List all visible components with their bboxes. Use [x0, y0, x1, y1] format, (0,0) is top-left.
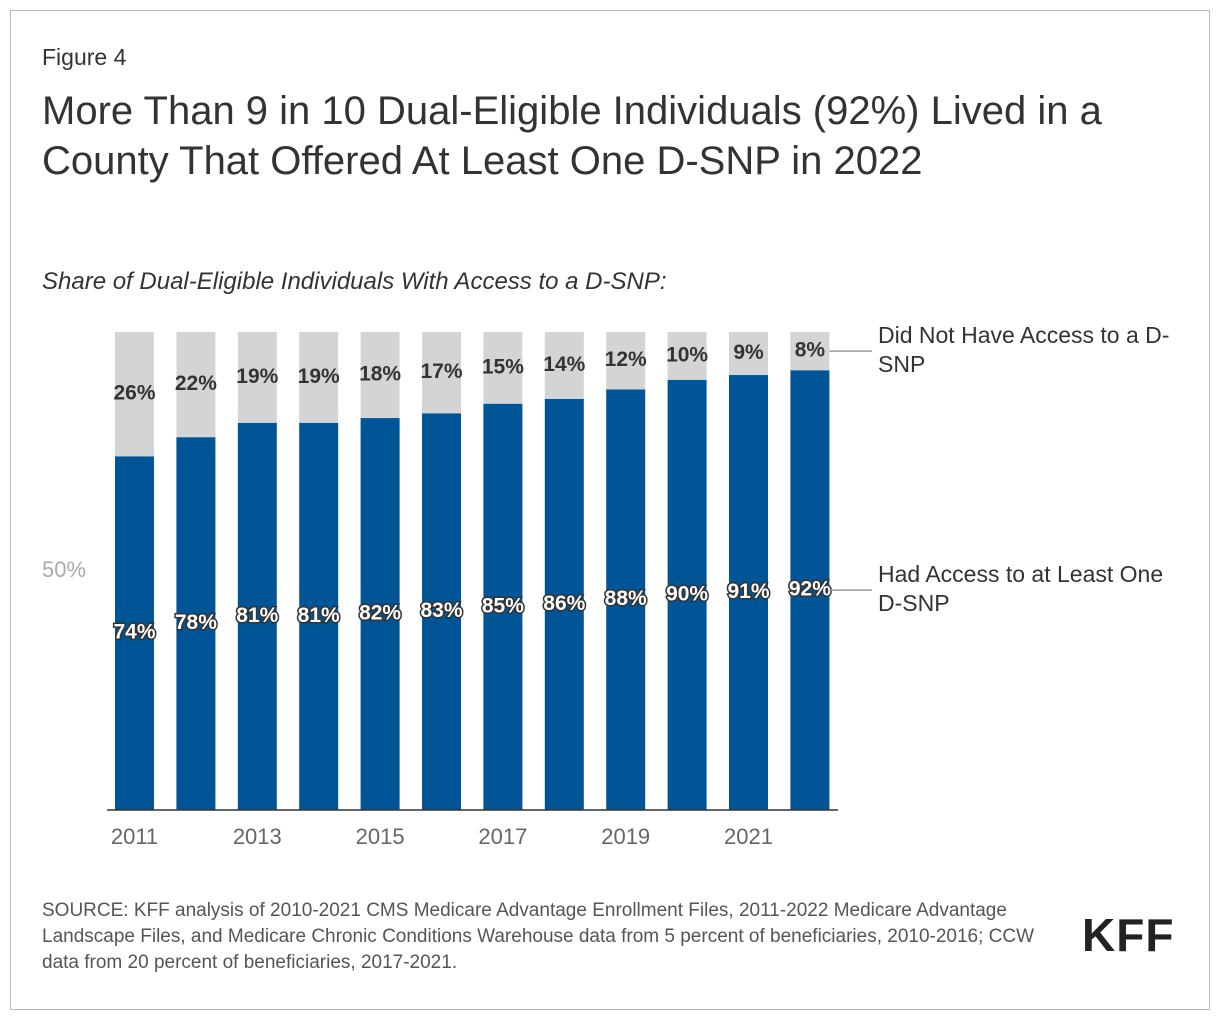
- bar-segment: [729, 332, 768, 376]
- data-label: 81%: [236, 604, 278, 627]
- data-label: 18%: [359, 363, 401, 386]
- data-label: 15%: [482, 355, 524, 378]
- y-tick-label: 50%: [42, 557, 86, 582]
- data-label: 8%: [795, 339, 826, 362]
- x-tick-label: 2017: [478, 824, 527, 849]
- chart-subtitle: Share of Dual-Eligible Individuals With …: [42, 268, 667, 295]
- bar-segment: [483, 403, 523, 810]
- x-tick-label: 2021: [724, 824, 773, 849]
- chart-title: More Than 9 in 10 Dual-Eligible Individu…: [42, 89, 1102, 183]
- x-tick-label: 2015: [356, 824, 405, 849]
- bar-segment: [790, 370, 830, 810]
- source-note: SOURCE: KFF analysis of 2010-2021 CMS Me…: [42, 900, 1035, 973]
- bar-segment: [667, 379, 707, 810]
- data-label: 85%: [482, 594, 524, 617]
- data-label: 83%: [420, 599, 462, 622]
- data-label: 81%: [298, 604, 340, 627]
- bar-segment: [422, 413, 461, 810]
- bar-segment: [667, 332, 707, 380]
- bar-segment: [422, 332, 461, 414]
- data-label: 90%: [666, 582, 708, 605]
- data-label: 78%: [175, 611, 217, 634]
- bar-segment: [115, 332, 154, 457]
- bar-segment: [544, 398, 584, 810]
- bar-segment: [606, 332, 646, 390]
- data-label: 92%: [789, 578, 831, 601]
- data-label: 86%: [543, 592, 585, 615]
- bar-segment: [299, 332, 339, 423]
- bar-segment: [544, 332, 584, 399]
- data-label: 17%: [420, 360, 462, 383]
- bar-segment: [729, 375, 768, 810]
- bar-segment: [115, 456, 154, 810]
- frame: [10, 10, 1210, 1010]
- data-label: 22%: [175, 372, 217, 395]
- bar-segment: [176, 332, 216, 438]
- logo: KFF: [1082, 909, 1175, 961]
- bar-segment: [790, 332, 830, 371]
- bar-segment: [299, 422, 339, 810]
- bar-segment: [176, 437, 216, 810]
- x-tick-label: 2013: [233, 824, 282, 849]
- data-label: 26%: [113, 382, 155, 405]
- legend-label: Had Access to at Least One D-SNP: [878, 561, 1164, 617]
- bar-segment: [360, 332, 400, 419]
- x-tick-label: 2019: [601, 824, 650, 849]
- data-label: 14%: [543, 353, 585, 376]
- bar-segment: [360, 418, 400, 810]
- data-label: 82%: [359, 602, 401, 625]
- data-label: 74%: [113, 621, 155, 644]
- bar-segment: [606, 389, 646, 810]
- data-label: 12%: [605, 348, 647, 371]
- x-tick-label: 2011: [111, 824, 158, 849]
- bar-segment: [237, 332, 277, 423]
- bar-segment: [483, 332, 523, 404]
- data-label: 88%: [605, 587, 647, 610]
- figure-label: Figure 4: [42, 44, 127, 70]
- legend-label: Did Not Have Access to a D-SNP: [878, 322, 1170, 378]
- data-label: 19%: [236, 365, 278, 388]
- data-label: 10%: [666, 343, 708, 366]
- data-label: 19%: [298, 365, 340, 388]
- data-label: 91%: [727, 580, 769, 603]
- data-label: 9%: [733, 341, 764, 364]
- bar-segment: [237, 422, 277, 810]
